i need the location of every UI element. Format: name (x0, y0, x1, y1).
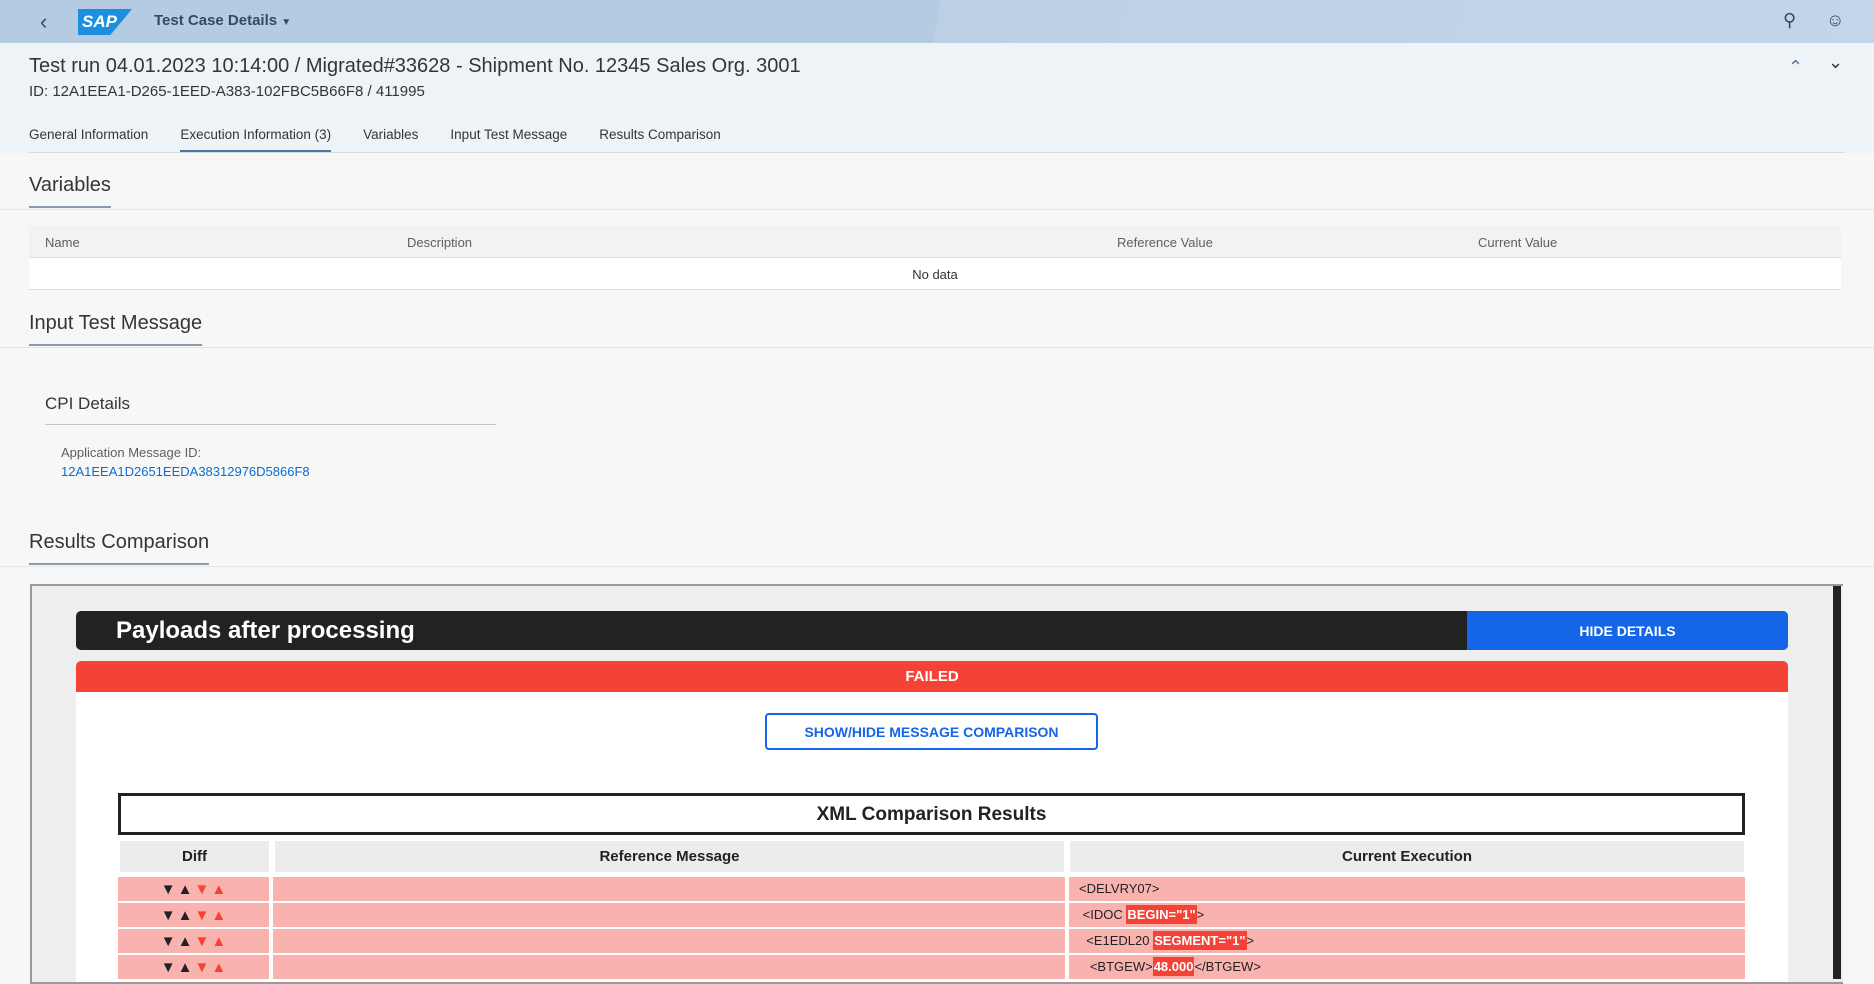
chevron-down-icon[interactable]: ⌄ (1828, 52, 1844, 72)
next-error-icon[interactable]: ▼ (194, 933, 210, 950)
current-cell: <E1EDL20 SEGMENT="1"> (1069, 929, 1745, 953)
reference-cell (273, 955, 1065, 979)
column-current-value: Current Value (1478, 235, 1558, 250)
prev-diff-icon[interactable]: ▲ (177, 959, 193, 976)
next-error-icon[interactable]: ▼ (194, 907, 210, 924)
prev-error-icon[interactable]: ▲ (211, 959, 227, 976)
caret-down-icon: ▼ (281, 17, 292, 28)
xml-diff-highlight: 48.000 (1152, 957, 1195, 976)
next-diff-icon[interactable]: ▼ (160, 881, 176, 898)
next-diff-icon[interactable]: ▼ (160, 959, 176, 976)
xml-text: <E1EDL20 (1079, 933, 1154, 948)
current-cell: <DELVRY07> (1069, 877, 1745, 901)
xml-diff-highlight: SEGMENT="1" (1153, 931, 1247, 950)
hide-details-button[interactable]: HIDE DETAILS (1467, 611, 1788, 650)
current-cell: <BTGEW>48.000</BTGEW> (1069, 955, 1745, 979)
xml-text: <IDOC (1079, 907, 1127, 922)
prev-diff-icon[interactable]: ▲ (177, 933, 193, 950)
shell-bar: ‹ SAP Test Case Details ▼ ⚲ ☺ (0, 0, 1874, 43)
divider (29, 152, 1844, 153)
no-data-row: No data (29, 258, 1841, 290)
divider (0, 209, 1874, 210)
prev-error-icon[interactable]: ▲ (211, 907, 227, 924)
scrollbar[interactable] (1833, 586, 1841, 979)
application-message-id-label: Application Message ID: (61, 445, 202, 460)
current-cell: <IDOC BEGIN="1"> (1069, 903, 1745, 927)
chevron-up-icon[interactable]: ⌃ (1788, 57, 1804, 77)
section-heading-variables: Variables (29, 174, 111, 208)
sap-logo: SAP (78, 9, 132, 35)
xml-diff-highlight: BEGIN="1" (1126, 905, 1197, 924)
tab-input-test-message[interactable]: Input Test Message (450, 127, 568, 142)
xml-text: <BTGEW> (1079, 959, 1153, 974)
back-icon[interactable]: ‹ (40, 9, 48, 34)
tab-general-information[interactable]: General Information (29, 127, 149, 142)
show-hide-comparison-button[interactable]: SHOW/HIDE MESSAGE COMPARISON (765, 713, 1098, 750)
xml-comparison-title: XML Comparison Results (118, 793, 1745, 835)
payload-header: Payloads after processing HIDE DETAILS (76, 611, 1788, 650)
status-badge-failed: FAILED (76, 661, 1788, 692)
xml-text: </BTGEW> (1194, 959, 1261, 974)
payload-title: Payloads after processing (116, 617, 415, 644)
next-error-icon[interactable]: ▼ (194, 959, 210, 976)
prev-error-icon[interactable]: ▲ (211, 933, 227, 950)
app-title: Test Case Details (154, 12, 278, 29)
section-heading-results-comparison: Results Comparison (29, 531, 210, 565)
object-header (0, 43, 1874, 153)
xml-text: > (1246, 933, 1255, 948)
column-reference-message: Reference Message (275, 841, 1064, 872)
reference-cell (273, 877, 1065, 901)
application-message-id-link[interactable]: 12A1EEA1D2651EEDA38312976D5866F8 (61, 464, 310, 479)
prev-error-icon[interactable]: ▲ (211, 881, 227, 898)
column-name: Name (45, 235, 80, 250)
xml-text: > (1196, 907, 1205, 922)
column-diff: Diff (120, 841, 269, 872)
page-title: Test run 04.01.2023 10:14:00 / Migrated#… (29, 55, 801, 77)
search-icon[interactable]: ⚲ (1783, 10, 1797, 30)
next-diff-icon[interactable]: ▼ (160, 933, 176, 950)
diff-controls: ▼ ▲ ▼ ▲ (118, 929, 269, 953)
section-heading-input-test-message: Input Test Message (29, 312, 203, 346)
reference-cell (273, 929, 1065, 953)
variables-table: Name Description Reference Value Current… (29, 226, 1841, 290)
prev-diff-icon[interactable]: ▲ (177, 907, 193, 924)
column-reference-value: Reference Value (1117, 235, 1213, 250)
diff-controls: ▼ ▲ ▼ ▲ (118, 877, 269, 901)
diff-controls: ▼ ▲ ▼ ▲ (118, 903, 269, 927)
column-description: Description (407, 235, 473, 250)
reference-cell (273, 903, 1065, 927)
tab-execution-information[interactable]: Execution Information (3) (180, 127, 332, 153)
divider (0, 347, 1874, 348)
divider (0, 566, 1874, 567)
next-diff-icon[interactable]: ▼ (160, 907, 176, 924)
table-header: Name Description Reference Value Current… (29, 226, 1841, 258)
user-icon[interactable]: ☺ (1826, 10, 1845, 30)
app-title-menu[interactable]: Test Case Details ▼ (154, 12, 291, 29)
tab-results-comparison[interactable]: Results Comparison (599, 127, 721, 142)
xml-text: <DELVRY07> (1079, 881, 1160, 896)
page-subtitle-id: ID: 12A1EEA1-D265-1EED-A383-102FBC5B66F8… (29, 83, 425, 100)
diff-controls: ▼ ▲ ▼ ▲ (118, 955, 269, 979)
column-current-execution: Current Execution (1070, 841, 1744, 872)
tab-bar: General Information Execution Informatio… (29, 127, 721, 153)
cpi-details-title: CPI Details (45, 394, 496, 425)
tab-variables[interactable]: Variables (363, 127, 419, 142)
next-error-icon[interactable]: ▼ (194, 881, 210, 898)
prev-diff-icon[interactable]: ▲ (177, 881, 193, 898)
